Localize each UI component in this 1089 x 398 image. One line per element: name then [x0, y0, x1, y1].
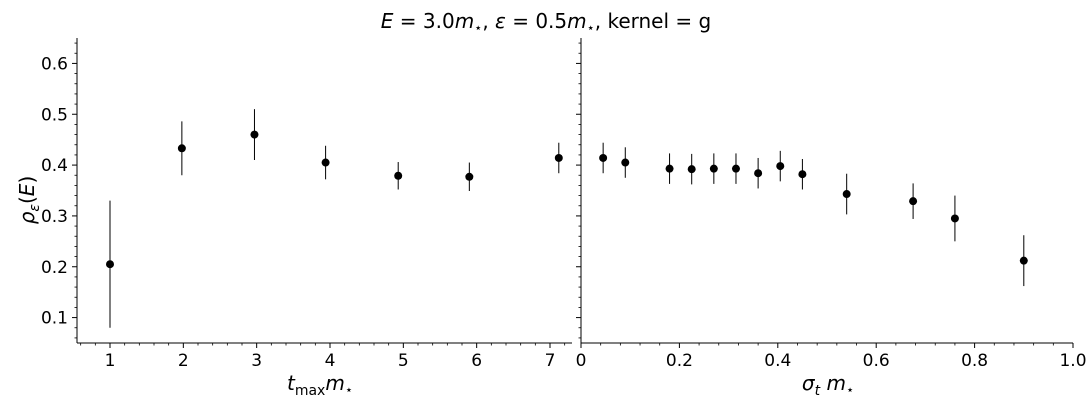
left-data-point	[394, 171, 403, 180]
left-x-tick-label: 2	[178, 351, 189, 371]
y-tick-label: 0.5	[41, 105, 68, 125]
y-axis-label: ρε(E)	[15, 176, 43, 225]
y-tick-label: 0.1	[41, 309, 68, 329]
left-data-point	[321, 158, 330, 167]
right-data-point	[687, 165, 696, 174]
y-tick-label: 0.3	[41, 207, 68, 227]
y-tick-label: 0.4	[41, 156, 68, 176]
right-x-tick-label: 0.6	[863, 351, 890, 371]
right-data-point	[754, 169, 763, 178]
right-data-point	[776, 162, 785, 171]
right-data-point	[950, 214, 959, 223]
left-x-tick-label: 5	[398, 351, 409, 371]
right-x-tick-label: 0.8	[961, 351, 988, 371]
left-x-axis-label: tmaxm⋆	[287, 371, 353, 398]
left-data-point	[177, 144, 186, 153]
y-tick-label: 0.6	[41, 54, 68, 74]
left-data-point	[106, 260, 114, 269]
right-data-point	[842, 190, 851, 199]
right-data-point	[731, 164, 740, 173]
right-data-point	[599, 153, 608, 162]
right-data-point	[1019, 256, 1028, 265]
right-x-tick-label: 0.4	[764, 351, 791, 371]
left-x-tick-label: 1	[105, 351, 116, 371]
left-x-tick-label: 3	[251, 351, 262, 371]
right-x-tick-label: 0	[576, 351, 587, 371]
chart-title: E = 3.0m⋆, ε = 0.5m⋆, kernel = g	[381, 9, 711, 36]
right-x-tick-label: 1.0	[1059, 351, 1086, 371]
right-x-tick-label: 0.2	[666, 351, 693, 371]
left-x-tick-label: 7	[545, 351, 556, 371]
left-data-point	[554, 153, 563, 162]
left-plot-panel: 0.1 0.2 0.3 0.4 0.5 0.6 1 2 3 4 5 6 7	[41, 38, 572, 371]
left-data-point	[465, 172, 474, 181]
right-data-point	[709, 164, 718, 173]
left-x-tick-label: 6	[471, 351, 482, 371]
right-x-axis-label: σt m⋆	[802, 371, 854, 398]
left-x-tick-label: 4	[325, 351, 336, 371]
right-data-point	[798, 170, 807, 179]
right-data-point	[621, 158, 630, 167]
right-plot-panel: 0 0.2 0.4 0.6 0.8 1.0	[576, 38, 1087, 371]
right-data-point	[665, 164, 674, 173]
left-data-point	[250, 130, 259, 139]
right-data-point	[909, 197, 918, 206]
y-tick-label: 0.2	[41, 258, 68, 278]
